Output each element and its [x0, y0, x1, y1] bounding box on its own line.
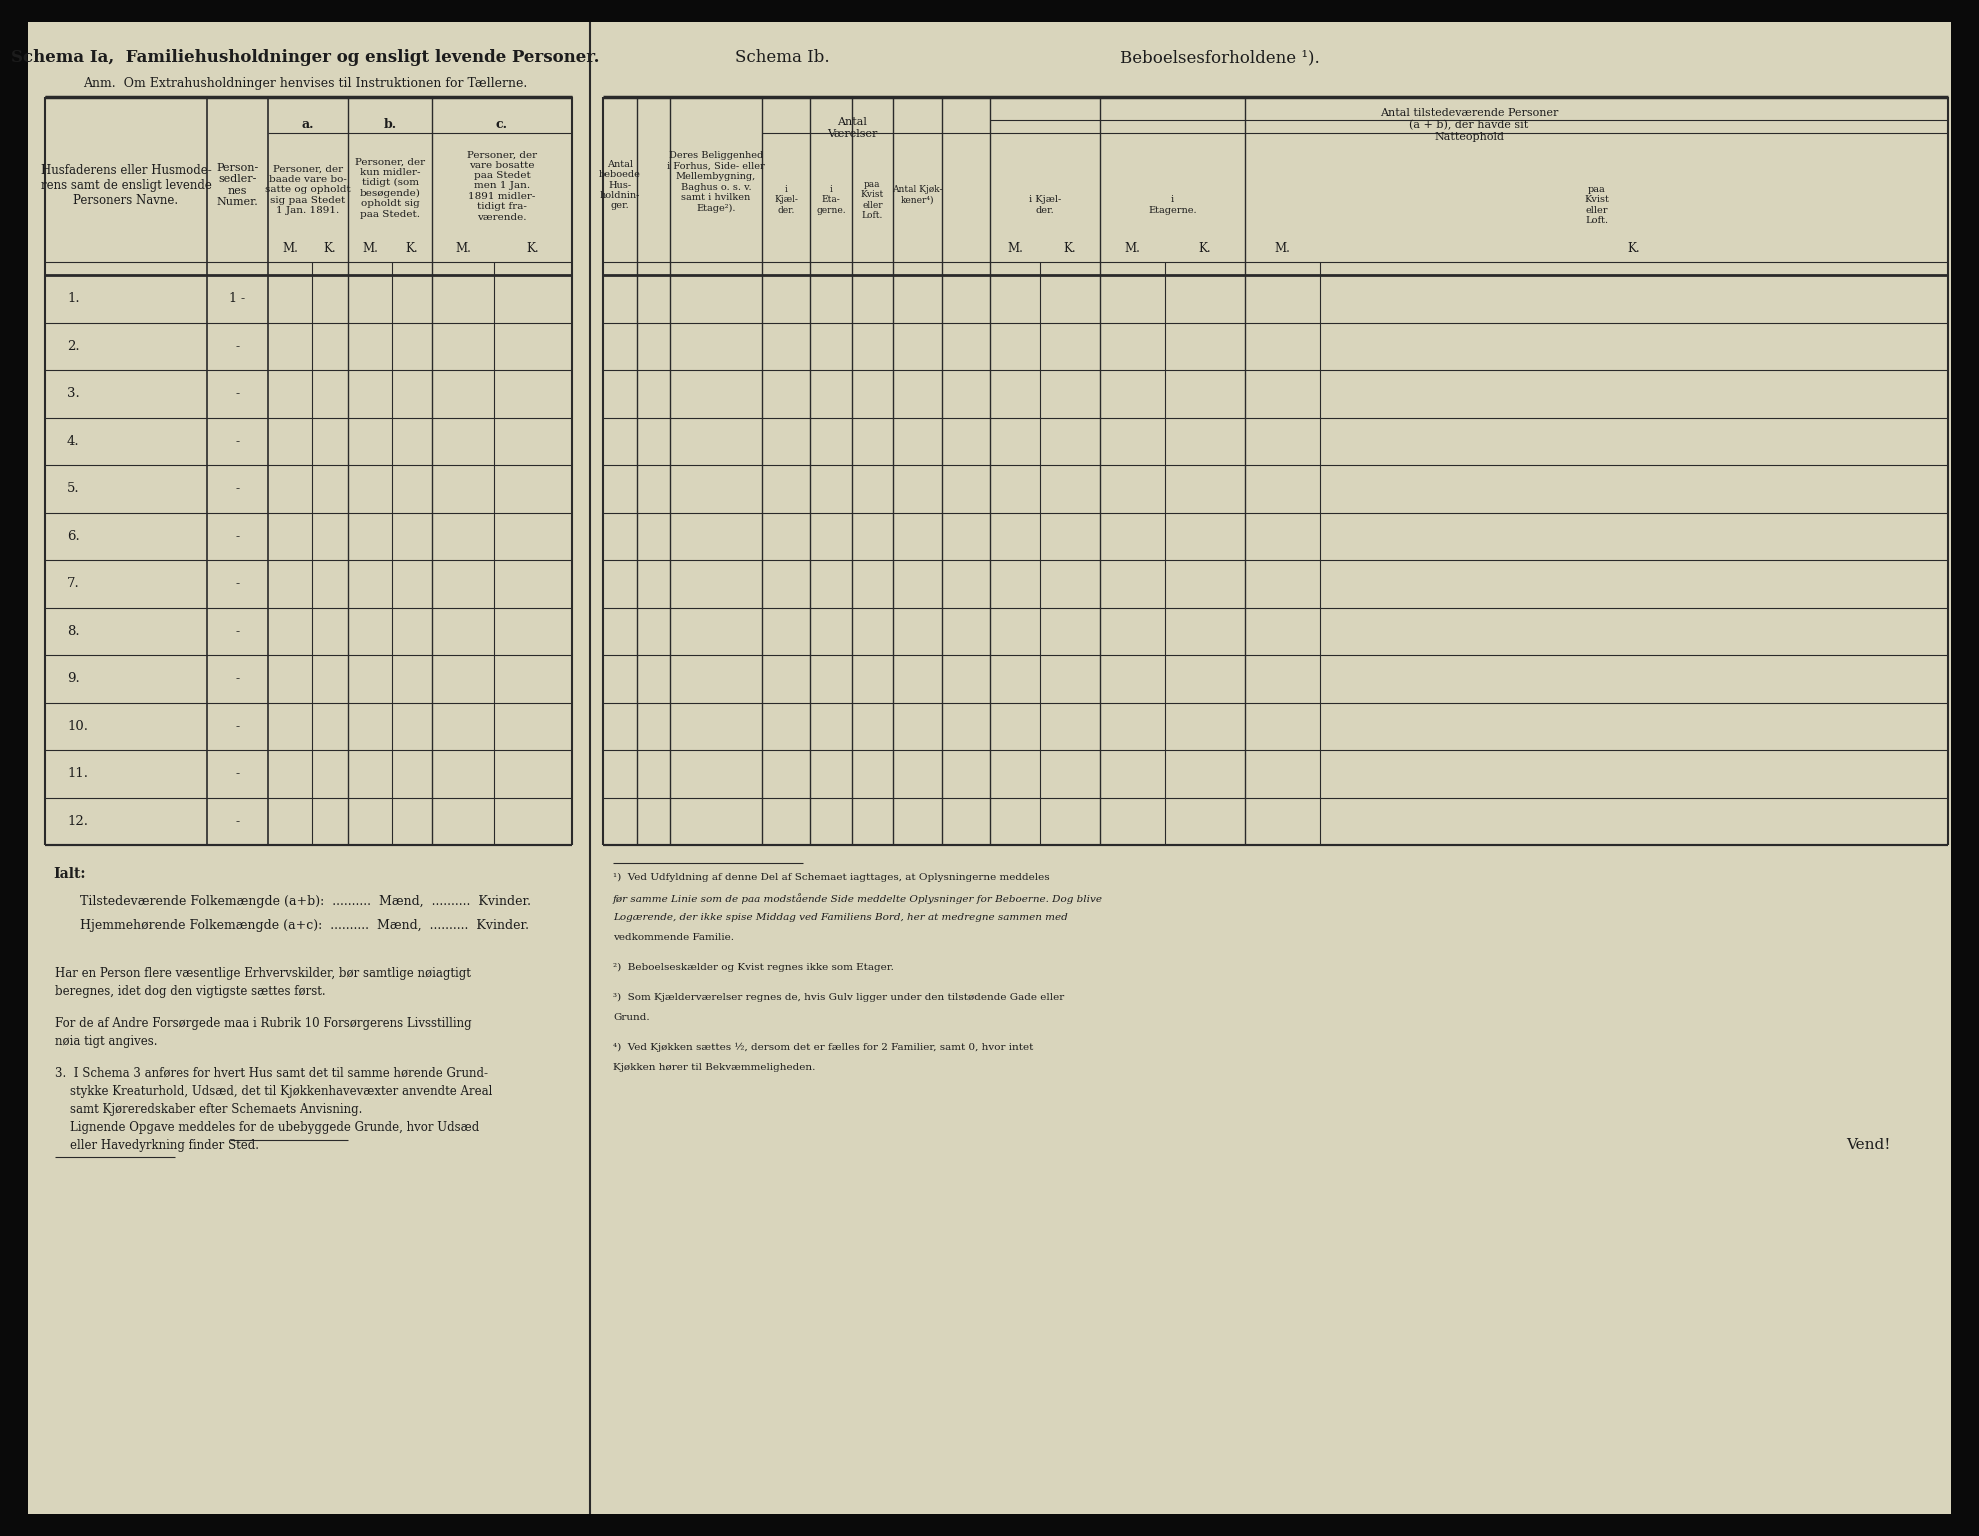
Text: M.: M.: [455, 241, 471, 255]
Text: b.: b.: [384, 118, 396, 132]
Text: Person-
sedler-
nes
Numer.: Person- sedler- nes Numer.: [216, 163, 259, 207]
Text: M.: M.: [1274, 241, 1290, 255]
Text: før samme Linie som de paa modstående Side meddelte Oplysninger for Beboerne. Do: før samme Linie som de paa modstående Si…: [613, 892, 1102, 903]
Text: samt Kjøreredskaber efter Schemaets Anvisning.: samt Kjøreredskaber efter Schemaets Anvi…: [55, 1103, 362, 1117]
Text: nøia tigt angives.: nøia tigt angives.: [55, 1035, 158, 1048]
Text: -: -: [236, 482, 239, 495]
Text: K.: K.: [1199, 241, 1211, 255]
Text: Personer, der
kun midler-
tidigt (som
besøgende)
opholdt sig
paa Stedet.: Personer, der kun midler- tidigt (som be…: [354, 157, 425, 218]
Text: Antal
beboede
Hus-
holdnin-
ger.: Antal beboede Hus- holdnin- ger.: [600, 160, 641, 210]
Text: Personer, der
vare bosatte
paa Stedet
men 1 Jan.
1891 midler-
tidigt fra-
værend: Personer, der vare bosatte paa Stedet me…: [467, 151, 536, 221]
Text: K.: K.: [526, 241, 540, 255]
Text: 7.: 7.: [67, 578, 79, 590]
Text: For de af Andre Forsørgede maa i Rubrik 10 Forsørgerens Livsstilling: For de af Andre Forsørgede maa i Rubrik …: [55, 1017, 471, 1031]
Text: a.: a.: [301, 118, 315, 132]
Text: Schema Ib.: Schema Ib.: [734, 49, 829, 66]
Text: 2.: 2.: [67, 339, 79, 353]
Text: Ialt:: Ialt:: [53, 866, 85, 882]
Text: K.: K.: [325, 241, 336, 255]
Text: Tilstedeværende Folkemængde (a+b):  ..........  Mænd,  ..........  Kvinder.: Tilstedeværende Folkemængde (a+b): .....…: [79, 895, 530, 908]
Text: M.: M.: [283, 241, 299, 255]
Text: -: -: [236, 720, 239, 733]
Text: beregnes, idet dog den vigtigste sættes først.: beregnes, idet dog den vigtigste sættes …: [55, 985, 327, 998]
Text: 11.: 11.: [67, 768, 87, 780]
Text: paa
Kvist
eller
Loft.: paa Kvist eller Loft.: [1583, 184, 1609, 226]
Text: 9.: 9.: [67, 673, 79, 685]
Text: K.: K.: [1627, 241, 1641, 255]
Text: 8.: 8.: [67, 625, 79, 637]
Text: Vend!: Vend!: [1846, 1138, 1890, 1152]
Text: Kjøkken hører til Bekvæmmeligheden.: Kjøkken hører til Bekvæmmeligheden.: [613, 1063, 815, 1072]
Text: i
Kjæl-
der.: i Kjæl- der.: [774, 186, 798, 215]
Text: Har en Person flere væsentlige Erhvervskilder, bør samtlige nøiagtigt: Har en Person flere væsentlige Erhvervsk…: [55, 968, 471, 980]
Text: 1.: 1.: [67, 292, 79, 306]
Text: -: -: [236, 339, 239, 353]
Text: Lignende Opgave meddeles for de ubebyggede Grunde, hvor Udsæd: Lignende Opgave meddeles for de ubebygge…: [55, 1121, 479, 1134]
Text: Antal
Værelser: Antal Værelser: [827, 117, 877, 138]
Text: -: -: [236, 673, 239, 685]
Text: -: -: [236, 625, 239, 637]
Text: M.: M.: [1124, 241, 1140, 255]
Text: stykke Kreaturhold, Udsæd, det til Kjøkkenhavevæxter anvendte Areal: stykke Kreaturhold, Udsæd, det til Kjøkk…: [55, 1084, 493, 1098]
Text: -: -: [236, 578, 239, 590]
Text: 3.  I Schema 3 anføres for hvert Hus samt det til samme hørende Grund-: 3. I Schema 3 anføres for hvert Hus samt…: [55, 1068, 489, 1080]
Text: ¹)  Ved Udfyldning af denne Del af Schemaet iagttages, at Oplysningerne meddeles: ¹) Ved Udfyldning af denne Del af Schema…: [613, 872, 1049, 882]
Text: Husfaderens eller Husmode-
rens samt de ensligt levende
Personers Navne.: Husfaderens eller Husmode- rens samt de …: [40, 163, 212, 206]
Text: K.: K.: [1063, 241, 1077, 255]
Text: 1 -: 1 -: [230, 292, 245, 306]
Text: Deres Beliggenhed
i Forhus, Side- eller
Mellembygning,
Baghus o. s. v.
samt i hv: Deres Beliggenhed i Forhus, Side- eller …: [667, 152, 764, 212]
Text: 5.: 5.: [67, 482, 79, 495]
Text: Grund.: Grund.: [613, 1014, 649, 1021]
Text: i
Eta-
gerne.: i Eta- gerne.: [815, 186, 845, 215]
Text: i
Etagerne.: i Etagerne.: [1148, 195, 1197, 215]
Text: Logærende, der ikke spise Middag ved Familiens Bord, her at medregne sammen med: Logærende, der ikke spise Middag ved Fam…: [613, 912, 1069, 922]
Text: Schema Ia,  Familiehusholdninger og ensligt levende Personer.: Schema Ia, Familiehusholdninger og ensli…: [10, 49, 600, 66]
Text: Personer, der
baade vare bo-
satte og opholdt
sig paa Stedet
1 Jan. 1891.: Personer, der baade vare bo- satte og op…: [265, 164, 350, 215]
Text: Antal Kjøk-
kener⁴): Antal Kjøk- kener⁴): [893, 186, 942, 204]
Text: M.: M.: [1007, 241, 1023, 255]
Text: -: -: [236, 387, 239, 401]
Text: 10.: 10.: [67, 720, 87, 733]
Text: vedkommende Familie.: vedkommende Familie.: [613, 932, 734, 942]
Text: c.: c.: [497, 118, 509, 132]
Text: -: -: [236, 435, 239, 449]
Text: ³)  Som Kjælderværelser regnes de, hvis Gulv ligger under den tilstødende Gade e: ³) Som Kjælderværelser regnes de, hvis G…: [613, 992, 1065, 1001]
Text: i Kjæl-
der.: i Kjæl- der.: [1029, 195, 1061, 215]
Text: M.: M.: [362, 241, 378, 255]
Text: Hjemmehørende Folkemængde (a+c):  ..........  Mænd,  ..........  Kvinder.: Hjemmehørende Folkemængde (a+c): .......…: [81, 919, 530, 932]
Text: 6.: 6.: [67, 530, 79, 542]
Text: Anm.  Om Extrahusholdninger henvises til Instruktionen for Tællerne.: Anm. Om Extrahusholdninger henvises til …: [83, 77, 526, 89]
Text: ²)  Beboelseskælder og Kvist regnes ikke som Etager.: ²) Beboelseskælder og Kvist regnes ikke …: [613, 963, 895, 972]
Text: -: -: [236, 530, 239, 542]
Text: 12.: 12.: [67, 814, 87, 828]
Text: 4.: 4.: [67, 435, 79, 449]
Text: K.: K.: [406, 241, 418, 255]
Text: ⁴)  Ved Kjøkken sættes ½, dersom det er fælles for 2 Familier, samt 0, hvor inte: ⁴) Ved Kjøkken sættes ½, dersom det er f…: [613, 1043, 1033, 1052]
Text: paa
Kvist
eller
Loft.: paa Kvist eller Loft.: [861, 180, 885, 220]
Text: -: -: [236, 814, 239, 828]
Text: Antal tilstedeværende Personer
(a + b), der havde sit
Natteophold: Antal tilstedeværende Personer (a + b), …: [1379, 108, 1557, 141]
Text: eller Havedyrkning finder Sted.: eller Havedyrkning finder Sted.: [55, 1140, 259, 1152]
Text: -: -: [236, 768, 239, 780]
Text: 3.: 3.: [67, 387, 79, 401]
Text: Beboelsesforholdene ¹).: Beboelsesforholdene ¹).: [1120, 49, 1320, 66]
